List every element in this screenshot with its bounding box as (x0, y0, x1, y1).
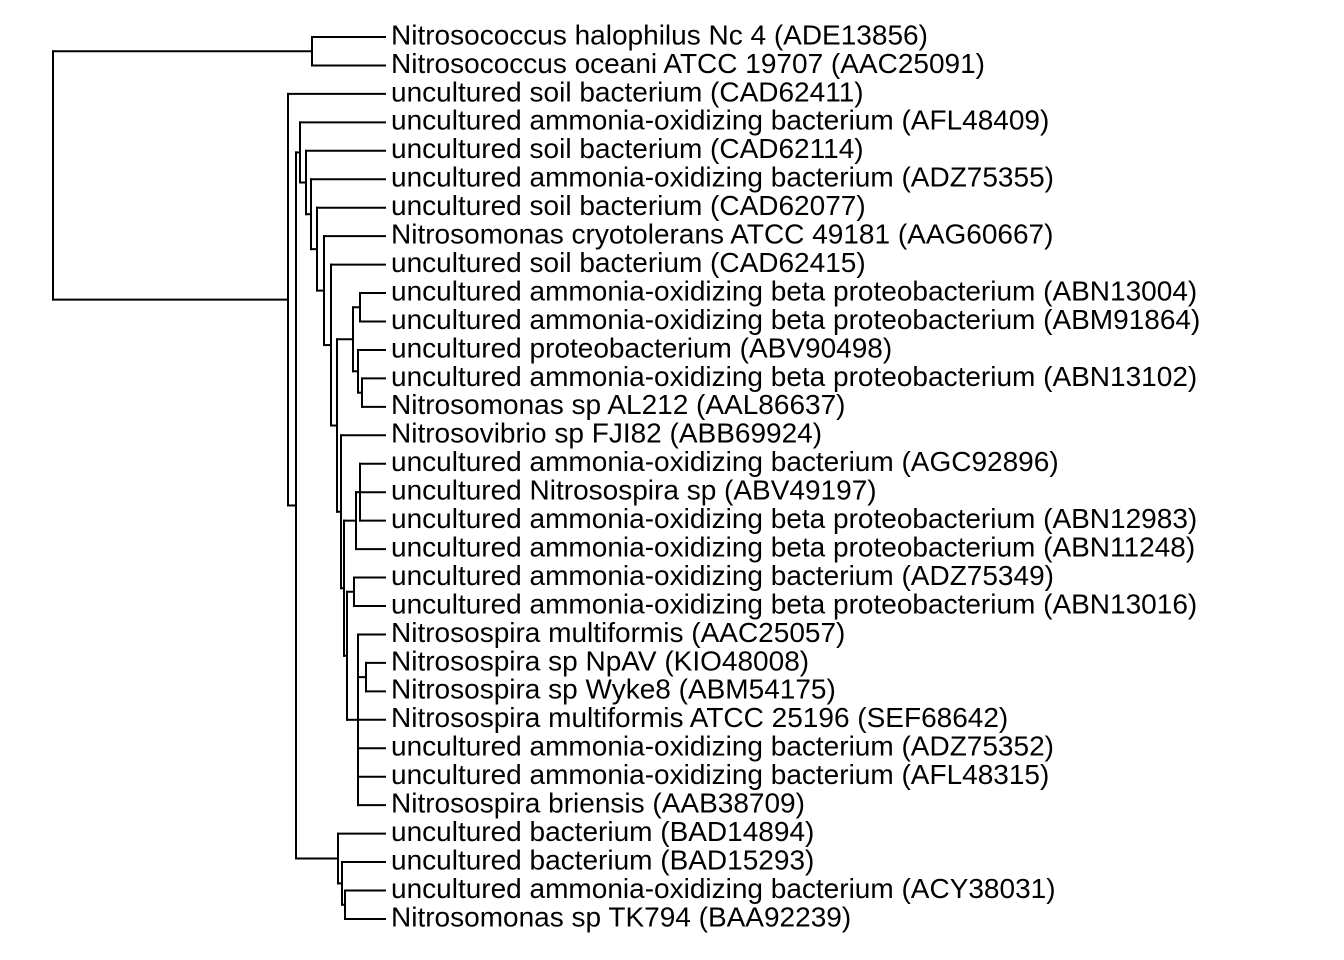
leaf-label: Nitrosococcus halophilus Nc 4 (ADE13856) (391, 19, 928, 50)
leaf-label: uncultured ammonia-oxidizing bacterium (… (391, 446, 1059, 477)
leaf-label: uncultured ammonia-oxidizing bacterium (… (391, 560, 1054, 591)
leaf-label: uncultured ammonia-oxidizing bacterium (… (391, 873, 1056, 904)
leaf-label: uncultured bacterium (BAD14894) (391, 816, 814, 847)
leaf-label: Nitrosovibrio sp FJI82 (ABB69924) (391, 418, 822, 449)
leaf-label: uncultured ammonia-oxidizing beta proteo… (391, 275, 1197, 306)
leaf-label: uncultured ammonia-oxidizing bacterium (… (391, 105, 1049, 136)
leaf-label: uncultured ammonia-oxidizing beta proteo… (391, 361, 1197, 392)
leaf-label: Nitrosomonas sp AL212 (AAL86637) (391, 389, 846, 420)
leaf-label: uncultured ammonia-oxidizing beta proteo… (391, 531, 1195, 562)
leaf-label: uncultured ammonia-oxidizing bacterium (… (391, 731, 1054, 762)
leaf-label: Nitrosomonas cryotolerans ATCC 49181 (AA… (391, 219, 1053, 250)
leaf-label: uncultured ammonia-oxidizing beta proteo… (391, 588, 1197, 619)
tree-branches (52, 36, 386, 920)
leaf-label: uncultured proteobacterium (ABV90498) (391, 332, 892, 363)
leaf-label: uncultured Nitrosospira sp (ABV49197) (391, 475, 877, 506)
leaf-label: uncultured soil bacterium (CAD62411) (391, 76, 864, 107)
leaf-label: uncultured soil bacterium (CAD62415) (391, 247, 866, 278)
leaf-label: Nitrosomonas sp TK794 (BAA92239) (391, 901, 851, 932)
leaf-label: uncultured soil bacterium (CAD62077) (391, 190, 866, 221)
leaf-label: uncultured ammonia-oxidizing bacterium (… (391, 759, 1049, 790)
leaf-labels: Nitrosococcus halophilus Nc 4 (ADE13856)… (391, 19, 1200, 932)
leaf-label: uncultured bacterium (BAD15293) (391, 844, 814, 875)
leaf-label: uncultured ammonia-oxidizing beta proteo… (391, 304, 1200, 335)
leaf-label: Nitrosospira briensis (AAB38709) (391, 788, 805, 819)
leaf-label: uncultured soil bacterium (CAD62114) (391, 133, 864, 164)
leaf-label: Nitrosospira multiformis ATCC 25196 (SEF… (391, 702, 1008, 733)
leaf-label: Nitrosospira sp Wyke8 (ABM54175) (391, 674, 836, 705)
leaf-label: uncultured ammonia-oxidizing beta proteo… (391, 503, 1197, 534)
leaf-label: Nitrosococcus oceani ATCC 19707 (AAC2509… (391, 48, 985, 79)
leaf-label: Nitrosospira sp NpAV (KIO48008) (391, 645, 809, 676)
leaf-label: Nitrosospira multiformis (AAC25057) (391, 617, 845, 648)
leaf-label: uncultured ammonia-oxidizing bacterium (… (391, 162, 1054, 193)
